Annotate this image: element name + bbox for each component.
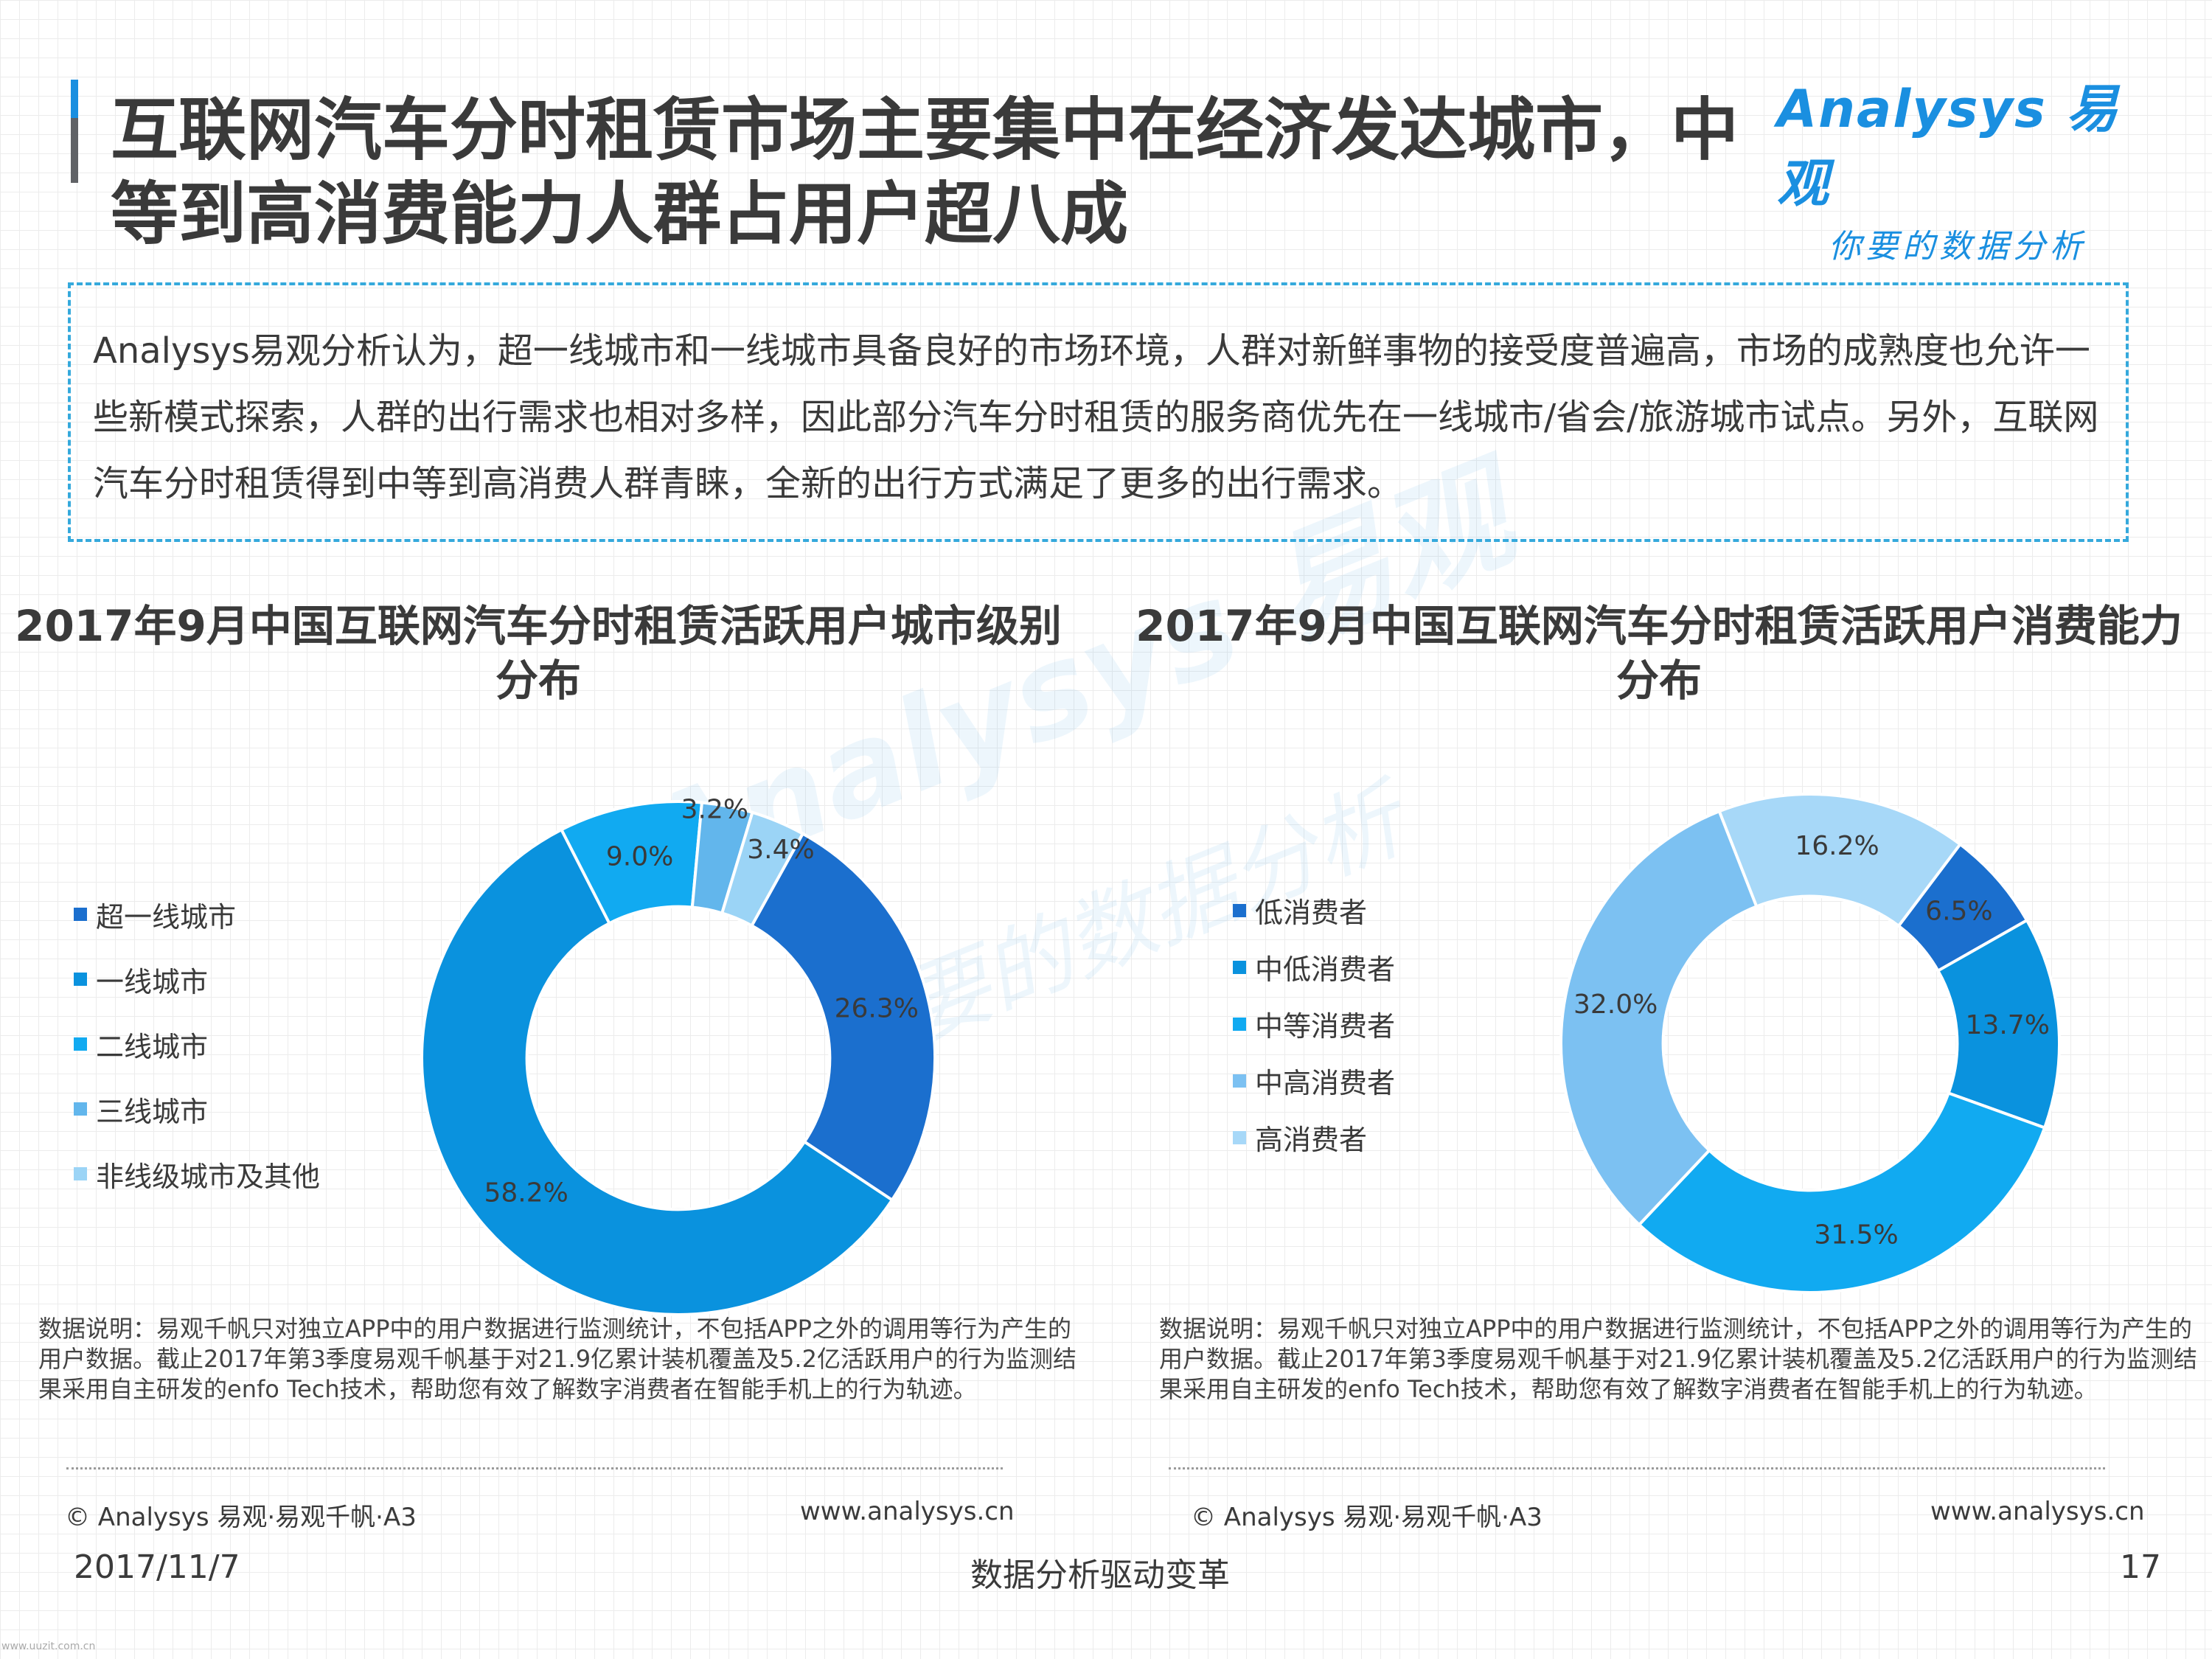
legend-label: 超一线城市 — [96, 900, 237, 933]
legend-label: 低消费者 — [1255, 897, 1368, 929]
legend-item-1-b: 中低消费者 — [1233, 939, 1395, 995]
legend-consumption: 低消费者中低消费者中等消费者中高消费者高消费者 — [1233, 882, 1395, 1166]
legend-swatch — [1233, 1130, 1246, 1144]
legend-item-1-e: 高消费者 — [1233, 1109, 1395, 1166]
logo-brand: Analysys 易观 — [1777, 79, 2120, 214]
data-label-1-d: 32.0% — [1573, 990, 1658, 1020]
legend-label: 三线城市 — [96, 1095, 209, 1128]
data-label-0-e: 3.4% — [747, 835, 814, 865]
corner-mark: www.uuzit.com.cn — [1, 1641, 96, 1652]
data-note-right: 数据说明：易观千帆只对独立APP中的用户数据进行监测统计，不包括APP之外的调用… — [1159, 1315, 2197, 1403]
summary-box: Analysys易观分析认为，超一线城市和一线城市具备良好的市场环境，人群对新鲜… — [68, 282, 2129, 542]
legend-item-0-a: 超一线城市 — [74, 882, 320, 947]
legend-city: 超一线城市一线城市二线城市三线城市非线级城市及其他 — [74, 882, 320, 1206]
donut-slice-1-b — [1935, 918, 2061, 1130]
legend-label: 一线城市 — [96, 965, 209, 998]
data-label-0-b: 58.2% — [484, 1178, 568, 1208]
legend-swatch — [74, 1037, 87, 1051]
legend-label: 高消费者 — [1255, 1124, 1368, 1156]
footer-slogan: 数据分析驱动变革 — [970, 1557, 1230, 1594]
legend-swatch — [1233, 960, 1246, 974]
data-label-1-a: 6.5% — [1925, 897, 1992, 927]
legend-swatch — [74, 1102, 87, 1116]
legend-item-0-e: 非线级城市及其他 — [74, 1141, 320, 1206]
donut-slice-1-e — [1717, 793, 1963, 928]
data-label-1-c: 31.5% — [1814, 1220, 1898, 1250]
data-label-0-a: 26.3% — [835, 993, 919, 1023]
legend-label: 中等消费者 — [1255, 1010, 1396, 1043]
legend-swatch — [74, 908, 87, 921]
donut-slice-0-b — [420, 827, 894, 1316]
data-label-0-d: 3.2% — [681, 794, 748, 824]
separator-right — [1169, 1467, 2105, 1470]
chart-title-consumption: 2017年9月中国互联网汽车分时租赁活跃用户消费能力分布 — [1135, 601, 2183, 706]
page-title: 互联网汽车分时租赁市场主要集中在经济发达城市，中等到高消费能力人群占用户超八成 — [111, 91, 1739, 254]
legend-swatch — [1233, 1017, 1246, 1031]
donut-chart-consumption: 6.5% 13.7% 31.5% 32.0% 16.2% — [1559, 793, 2061, 1294]
legend-label: 二线城市 — [96, 1030, 209, 1063]
donut-slice-1-c — [1637, 1091, 2047, 1294]
legend-item-1-d: 中高消费者 — [1233, 1052, 1395, 1109]
legend-label: 中低消费者 — [1255, 953, 1396, 986]
donut-slice-0-a — [749, 831, 936, 1203]
legend-item-0-b: 一线城市 — [74, 947, 320, 1012]
data-note-left: 数据说明：易观千帆只对独立APP中的用户数据进行监测统计，不包括APP之外的调用… — [38, 1315, 1077, 1403]
logo-tagline: 你要的数据分析 — [1829, 228, 2087, 265]
separator-left — [66, 1467, 1003, 1470]
data-label-1-e: 16.2% — [1795, 831, 1879, 861]
legend-item-0-c: 二线城市 — [74, 1012, 320, 1077]
data-label-1-b: 13.7% — [1966, 1010, 2050, 1040]
page-number: 17 — [2120, 1548, 2161, 1586]
website-left[interactable]: www.analysys.cn — [800, 1497, 1015, 1526]
source-left: © Analysys 易观·易观千帆·A3 — [65, 1503, 417, 1532]
summary-text: Analysys易观分析认为，超一线城市和一线城市具备良好的市场环境，人群对新鲜… — [93, 330, 2099, 504]
legend-label: 非线级城市及其他 — [96, 1160, 321, 1193]
legend-swatch — [1233, 903, 1246, 917]
source-right: © Analysys 易观·易观千帆·A3 — [1191, 1503, 1543, 1532]
footer-date: 2017/11/7 — [74, 1548, 240, 1586]
legend-item-1-c: 中等消费者 — [1233, 995, 1395, 1052]
chart-title-city: 2017年9月中国互联网汽车分时租赁活跃用户城市级别分布 — [15, 601, 1062, 706]
brand-logo: Analysys 易观 你要的数据分析 — [1777, 68, 2160, 265]
legend-item-0-d: 三线城市 — [74, 1077, 320, 1141]
title-accent-bar-dark — [71, 118, 78, 183]
legend-swatch — [1233, 1074, 1246, 1088]
legend-swatch — [74, 1167, 87, 1180]
donut-slice-0-e — [720, 810, 805, 928]
legend-item-1-a: 低消费者 — [1233, 882, 1395, 939]
data-label-0-c: 9.0% — [606, 841, 673, 872]
website-right[interactable]: www.analysys.cn — [1930, 1497, 2145, 1526]
donut-chart-city: 26.3% 58.2% 9.0% 3.2% 3.4% — [420, 794, 936, 1316]
legend-label: 中高消费者 — [1255, 1067, 1396, 1099]
legend-swatch — [74, 973, 87, 986]
donut-slice-1-d — [1559, 809, 1759, 1227]
